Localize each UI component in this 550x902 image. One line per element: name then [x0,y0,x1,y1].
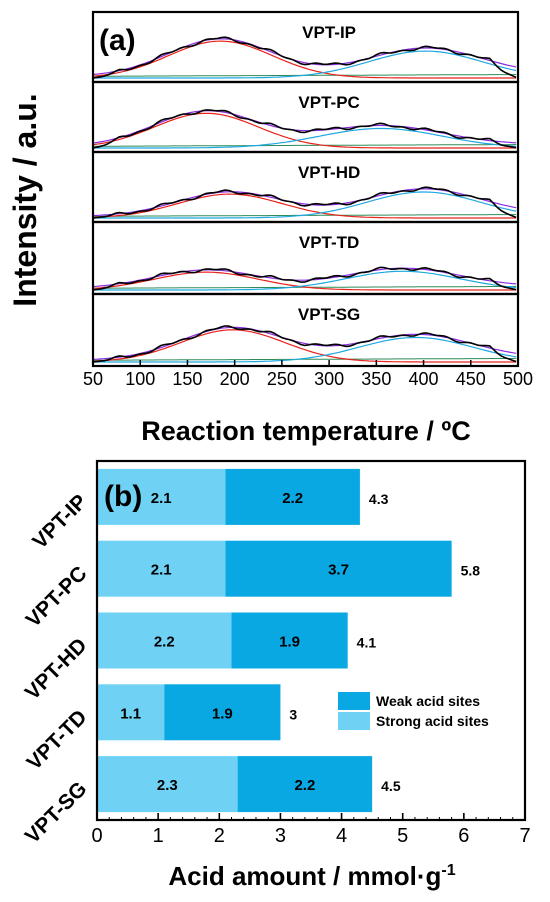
x-tick-label-b: 6 [458,825,469,847]
label-total-VPT-TD: 3 [289,706,297,722]
low-temp-peak-VPT-HD [92,193,517,219]
label-strong-VPT-HD: 2.2 [154,634,175,651]
measured-curve-VPT-HD [92,186,517,219]
category-label-VPT-IP: VPT-IP [28,490,91,553]
x-tick-label-b: 3 [275,825,286,847]
x-tick-label-a: 50 [83,369,103,389]
subpanel-label-VPT-HD: VPT-HD [298,163,360,182]
panel-a-ylabel: Intensity / a.u. [7,93,43,306]
x-tick-label-a: 500 [503,369,533,389]
x-tick-label-b: 4 [336,825,347,847]
low-temp-peak-VPT-SG [92,329,517,363]
bar-weak-VPT-HD [231,612,348,669]
measured-curve-VPT-IP [92,36,517,79]
x-tick-label-b: 7 [519,825,530,847]
label-weak-VPT-SG: 2.2 [294,777,315,794]
high-temp-peak-VPT-PC [93,127,517,149]
label-total-VPT-IP: 4.3 [369,491,389,507]
fit-total-VPT-HD [92,188,517,217]
legend-label-0: Weak acid sites [376,693,480,709]
panel-a-label: (a) [99,24,136,57]
x-tick-label-b: 1 [153,825,164,847]
x-tick-label-a: 400 [409,369,439,389]
panel-a-xlabel: Reaction temperature / ºC [141,416,470,446]
bar-strong-VPT-TD [97,684,165,741]
subpanel-label-VPT-PC: VPT-PC [298,93,359,112]
high-temp-peak-VPT-IP [93,50,517,79]
x-tick-label-a: 100 [125,369,155,389]
subpanel-frame-VPT-SG [91,292,520,368]
x-tick-label-b: 0 [91,825,102,847]
bar-weak-VPT-TD [164,684,281,741]
subpanel-label-VPT-TD: VPT-TD [299,233,359,252]
category-label-VPT-SG: VPT-SG [21,777,92,848]
subpanel-label-VPT-IP: VPT-IP [302,23,356,42]
label-total-VPT-SG: 4.5 [381,778,401,794]
x-tick-label-a: 200 [220,369,250,389]
label-strong-VPT-TD: 1.1 [120,705,141,722]
high-temp-peak-VPT-HD [93,191,517,219]
x-tick-label-a: 300 [314,369,344,389]
legend-swatch-0 [338,692,370,710]
x-tick-label-b: 5 [397,825,408,847]
tpd-panel-a: VPT-IP VPT-PC VPT-HD VPT-TD VPT-SG (a) 50 100 15… [83,10,533,389]
bar-strong-VPT-IP [97,468,226,525]
category-label-VPT-PC: VPT-PC [22,562,92,632]
x-tick-label-a: 250 [267,369,297,389]
label-total-VPT-HD: 4.1 [357,635,377,651]
legend-label-1: Strong acid sites [376,713,489,729]
bar-strong-VPT-HD [97,612,232,669]
baseline-curve-VPT-PC [92,144,517,147]
high-temp-peak-VPT-SG [93,336,517,363]
label-total-VPT-PC: 5.8 [461,563,481,579]
panel-b-frame [95,459,527,822]
measured-curve-VPT-TD [92,266,517,291]
category-label-VPT-TD: VPT-TD [22,706,91,775]
bar-weak-VPT-PC [225,540,452,597]
baseline-curve-VPT-SG [93,357,517,361]
panel-b-xlabel: Acid amount / mmol·g-1 [168,861,455,891]
panel-b-label: (b) [104,480,142,513]
subpanel-label-VPT-SG: VPT-SG [298,305,360,324]
low-temp-peak-VPT-IP [92,40,517,79]
x-tick-label-b: 2 [214,825,225,847]
label-strong-VPT-PC: 2.1 [151,562,172,579]
bar-strong-VPT-SG [97,756,238,813]
acid-bar-panel-b: 2.1 2.2 4.3 VPT-IP 2.1 3.7 5.8 VPT-PC 2.2 1.9 4.1 V… [21,459,531,848]
label-weak-VPT-PC: 3.7 [328,562,349,579]
low-temp-peak-VPT-TD [92,271,517,291]
measured-curve-VPT-PC [92,109,517,149]
label-strong-VPT-SG: 2.3 [157,777,178,794]
label-weak-VPT-IP: 2.2 [282,490,303,507]
bar-strong-VPT-PC [97,540,226,597]
legend-swatch-1 [338,712,370,730]
fit-total-VPT-SG [92,326,517,360]
x-tick-label-a: 450 [456,369,486,389]
label-weak-VPT-TD: 1.9 [212,705,233,722]
measured-curve-VPT-SG [92,325,517,363]
bar-weak-VPT-SG [237,756,373,813]
high-temp-peak-VPT-TD [93,270,517,291]
low-temp-peak-VPT-PC [92,112,517,149]
bar-weak-VPT-IP [225,468,360,525]
fit-total-VPT-IP [92,38,517,75]
label-weak-VPT-HD: 1.9 [279,634,300,651]
label-strong-VPT-IP: 2.1 [151,490,172,507]
category-label-VPT-HD: VPT-HD [21,634,92,705]
x-tick-label-a: 350 [361,369,391,389]
x-tick-label-a: 150 [172,369,202,389]
